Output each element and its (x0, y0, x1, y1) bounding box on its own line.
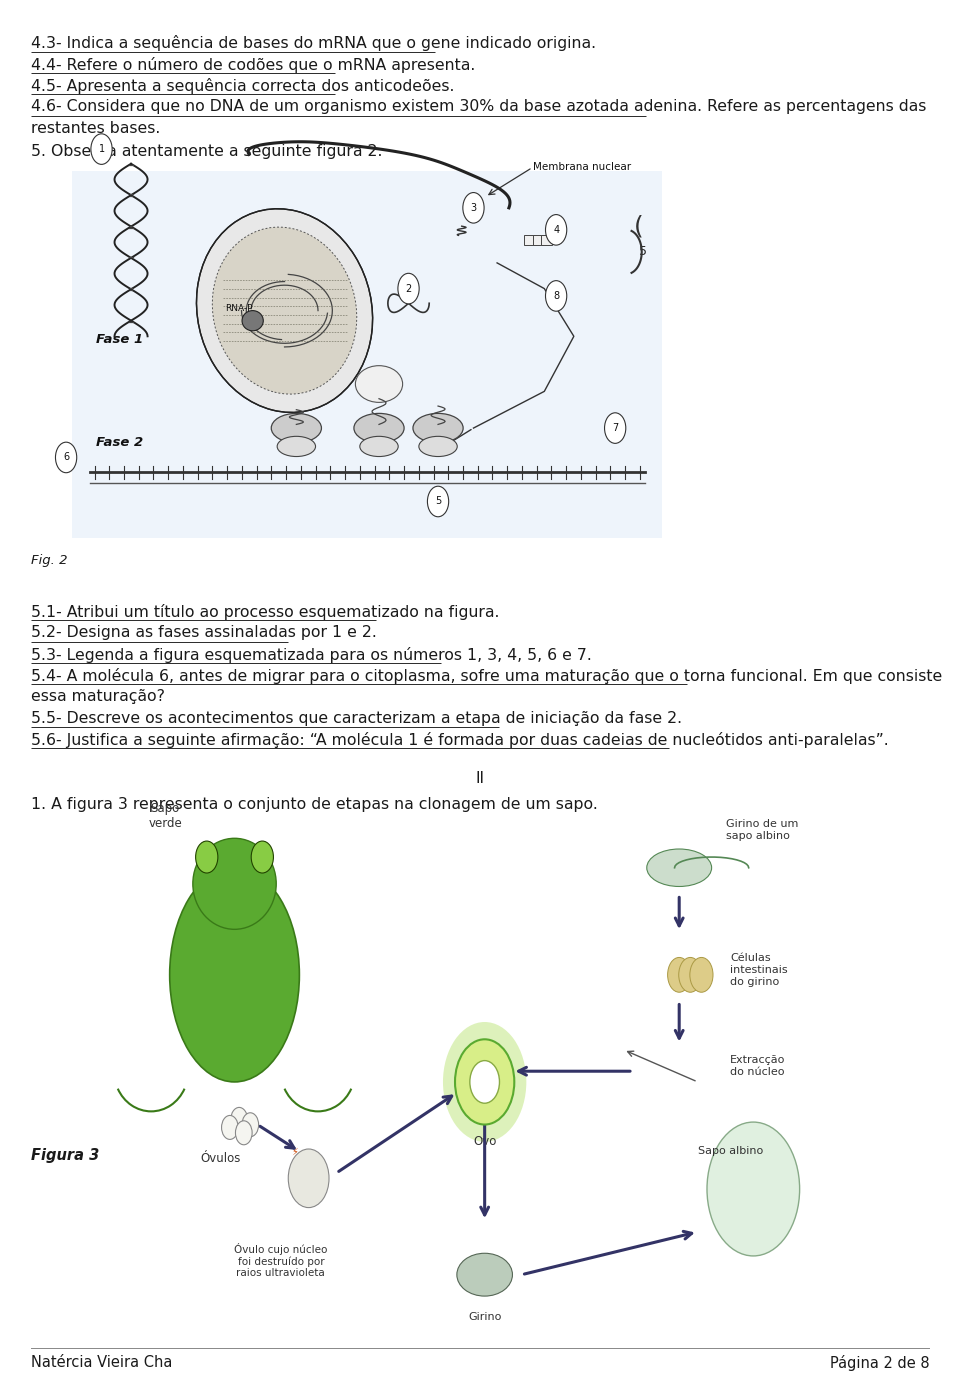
Text: 5.6- Justifica a seguinte afirmação: “A molécula 1 é formada por duas cadeias de: 5.6- Justifica a seguinte afirmação: “A … (31, 731, 888, 748)
Text: 1: 1 (99, 144, 105, 155)
Text: Figura 3: Figura 3 (31, 1148, 99, 1163)
Circle shape (91, 134, 112, 164)
Text: Células
intestinais
do girino: Células intestinais do girino (731, 954, 788, 987)
Text: 5.5- Descreve os acontecimentos que caracterizam a etapa de iniciação da fase 2.: 5.5- Descreve os acontecimentos que cara… (31, 711, 682, 726)
Text: 5.3- Legenda a figura esquematizada para os números 1, 3, 4, 5, 6 e 7.: 5.3- Legenda a figura esquematizada para… (31, 646, 591, 662)
Text: 6: 6 (63, 453, 69, 462)
Text: 5: 5 (638, 246, 647, 258)
Text: 4.3- Indica a sequência de bases do mRNA que o gene indicado origina.: 4.3- Indica a sequência de bases do mRNA… (31, 36, 596, 51)
Text: 2: 2 (405, 283, 412, 294)
Text: 5. Observa atentamente a seguinte figura 2.: 5. Observa atentamente a seguinte figura… (31, 144, 382, 159)
Text: Fig. 2: Fig. 2 (31, 553, 67, 567)
Circle shape (545, 280, 566, 312)
Ellipse shape (277, 436, 316, 457)
Text: Extracção
do núcleo: Extracção do núcleo (731, 1056, 785, 1076)
Ellipse shape (360, 436, 398, 457)
Text: 4.4- Refere o número de codões que o mRNA apresenta.: 4.4- Refere o número de codões que o mRN… (31, 57, 475, 73)
Ellipse shape (647, 849, 711, 886)
Ellipse shape (170, 868, 300, 1082)
Text: Girino: Girino (468, 1312, 501, 1322)
Text: 4: 4 (553, 225, 559, 235)
Text: II: II (475, 770, 485, 785)
Text: Natércia Vieira Cha: Natércia Vieira Cha (31, 1355, 172, 1370)
FancyBboxPatch shape (72, 171, 662, 538)
Text: 7: 7 (612, 424, 618, 433)
Ellipse shape (457, 1253, 513, 1296)
Circle shape (56, 442, 77, 473)
Circle shape (427, 486, 448, 516)
Ellipse shape (690, 958, 713, 992)
Circle shape (242, 1112, 258, 1137)
Text: 5.2- Designa as fases assinaladas por 1 e 2.: 5.2- Designa as fases assinaladas por 1 … (31, 625, 376, 640)
Text: 8: 8 (553, 291, 559, 301)
Ellipse shape (707, 1122, 800, 1256)
Text: Ovo: Ovo (473, 1136, 496, 1148)
Circle shape (545, 214, 566, 246)
Ellipse shape (667, 958, 691, 992)
Text: 1. A figura 3 representa o conjunto de etapas na clonagem de um sapo.: 1. A figura 3 representa o conjunto de e… (31, 798, 597, 811)
Circle shape (230, 1107, 248, 1132)
Ellipse shape (354, 414, 404, 443)
Text: 5.4- A molécula 6, antes de migrar para o citoplasma, sofre uma maturação que o : 5.4- A molécula 6, antes de migrar para … (31, 668, 942, 684)
Text: Sapo
verde: Sapo verde (148, 802, 182, 831)
Text: Óvulos: Óvulos (201, 1151, 241, 1165)
Ellipse shape (212, 228, 357, 395)
Circle shape (235, 1121, 252, 1145)
Text: Óvulo cujo núcleo
foi destruído por
raios ultravioleta: Óvulo cujo núcleo foi destruído por raio… (234, 1242, 327, 1278)
Text: Fase 1: Fase 1 (96, 334, 143, 346)
Text: 4.6- Considera que no DNA de um organismo existem 30% da base azotada adenina. R: 4.6- Considera que no DNA de um organism… (31, 99, 926, 115)
Text: (: ( (634, 214, 643, 239)
Circle shape (222, 1115, 238, 1140)
Circle shape (196, 840, 218, 874)
Circle shape (252, 840, 274, 874)
Ellipse shape (413, 414, 463, 443)
Text: RNA-P: RNA-P (225, 304, 252, 313)
Text: Sapo albino: Sapo albino (698, 1147, 763, 1156)
Circle shape (605, 413, 626, 443)
Text: Girino de um
sapo albino: Girino de um sapo albino (726, 820, 798, 840)
Text: Página 2 de 8: Página 2 de 8 (829, 1355, 929, 1372)
Bar (541, 236, 552, 244)
Ellipse shape (679, 958, 702, 992)
Ellipse shape (355, 366, 402, 403)
Circle shape (443, 1023, 526, 1141)
Text: Fase 2: Fase 2 (96, 436, 143, 450)
Text: 5: 5 (435, 497, 442, 506)
Text: 5.1- Atribui um título ao processo esquematizado na figura.: 5.1- Atribui um título ao processo esque… (31, 604, 499, 620)
Text: 4.5- Apresenta a sequência correcta dos anticodeões.: 4.5- Apresenta a sequência correcta dos … (31, 77, 454, 94)
Text: ⚡: ⚡ (291, 1147, 299, 1156)
Text: essa maturação?: essa maturação? (31, 689, 165, 704)
Ellipse shape (419, 436, 457, 457)
Circle shape (455, 1039, 515, 1125)
Bar (533, 236, 543, 244)
Circle shape (469, 1061, 499, 1103)
Circle shape (463, 193, 484, 224)
Ellipse shape (242, 310, 263, 331)
Circle shape (397, 273, 420, 304)
Circle shape (288, 1150, 329, 1208)
Ellipse shape (272, 414, 322, 443)
Text: restantes bases.: restantes bases. (31, 120, 160, 135)
Text: 3: 3 (470, 203, 476, 213)
Text: Membrana nuclear: Membrana nuclear (533, 163, 631, 172)
Ellipse shape (197, 208, 372, 413)
Bar (523, 236, 535, 244)
Ellipse shape (193, 838, 276, 929)
